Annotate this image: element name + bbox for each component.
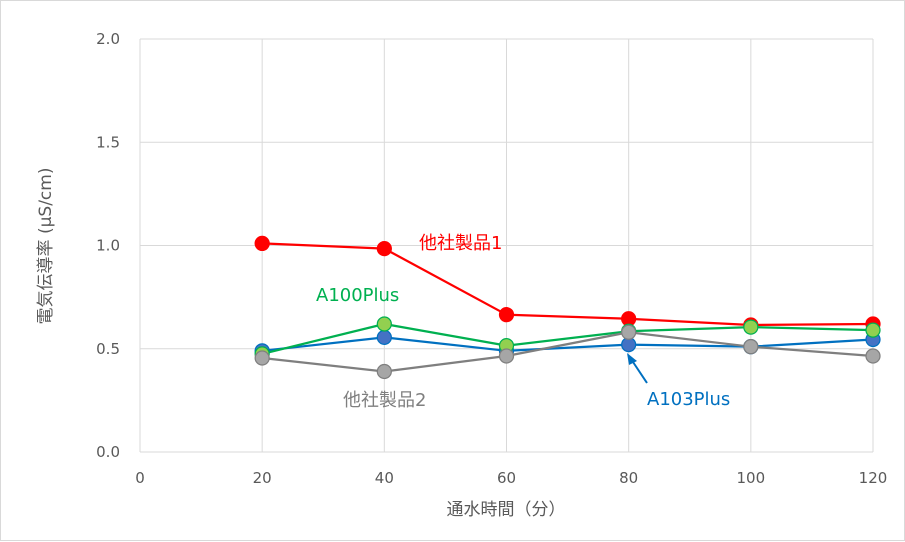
data-point-series-0	[376, 240, 392, 257]
y-tick-label: 0.0	[96, 443, 120, 461]
series-line-0	[262, 242, 874, 327]
y-axis-title: 電気伝導率 (μS/cm)	[36, 168, 56, 325]
x-tick-label: 60	[497, 469, 516, 487]
series-lines	[261, 242, 874, 373]
data-point-series-0	[254, 235, 270, 252]
data-point-series-2	[865, 322, 881, 338]
x-tick-label: 20	[253, 469, 272, 487]
series-label-competitor-1: 他社製品1	[419, 233, 502, 254]
data-point-series-3	[254, 350, 270, 366]
x-tick-label: 40	[375, 469, 394, 487]
data-point-series-2	[743, 319, 759, 335]
data-point-series-3	[498, 348, 515, 364]
series-line-3	[262, 331, 874, 373]
series-label-a103plus: A103Plus	[647, 389, 730, 410]
x-tick-label: 120	[859, 469, 888, 487]
series-label-competitor-2: 他社製品2	[343, 390, 426, 411]
y-tick-label: 1.5	[96, 133, 120, 151]
data-point-series-2	[376, 316, 392, 332]
y-tick-label: 1.0	[96, 237, 120, 255]
y-tick-label: 0.5	[96, 340, 120, 358]
y-tick-label: 2.0	[96, 30, 120, 48]
series-line-1	[262, 336, 874, 352]
series-markers	[254, 235, 881, 380]
a103plus-arrowhead	[627, 353, 637, 365]
data-point-series-0	[498, 307, 515, 323]
x-axis-title: 通水時間（分）	[447, 500, 566, 520]
data-point-series-3	[621, 324, 637, 340]
data-point-series-3	[376, 363, 392, 380]
data-point-series-3	[865, 348, 881, 364]
data-point-series-3	[743, 339, 759, 355]
a103plus-pointer-arrow	[630, 358, 648, 384]
data-point-series-1	[376, 329, 392, 346]
series-line-2	[261, 322, 874, 356]
x-tick-label: 80	[619, 469, 638, 487]
grid-lines	[139, 38, 874, 453]
tick-labels: 0 20 40 60 80 100 120 0.0 0.5 1.0 1.5 2.0	[96, 30, 887, 487]
x-tick-label: 0	[135, 469, 145, 487]
x-tick-label: 100	[737, 469, 766, 487]
series-label-a100plus: A100Plus	[316, 285, 399, 306]
